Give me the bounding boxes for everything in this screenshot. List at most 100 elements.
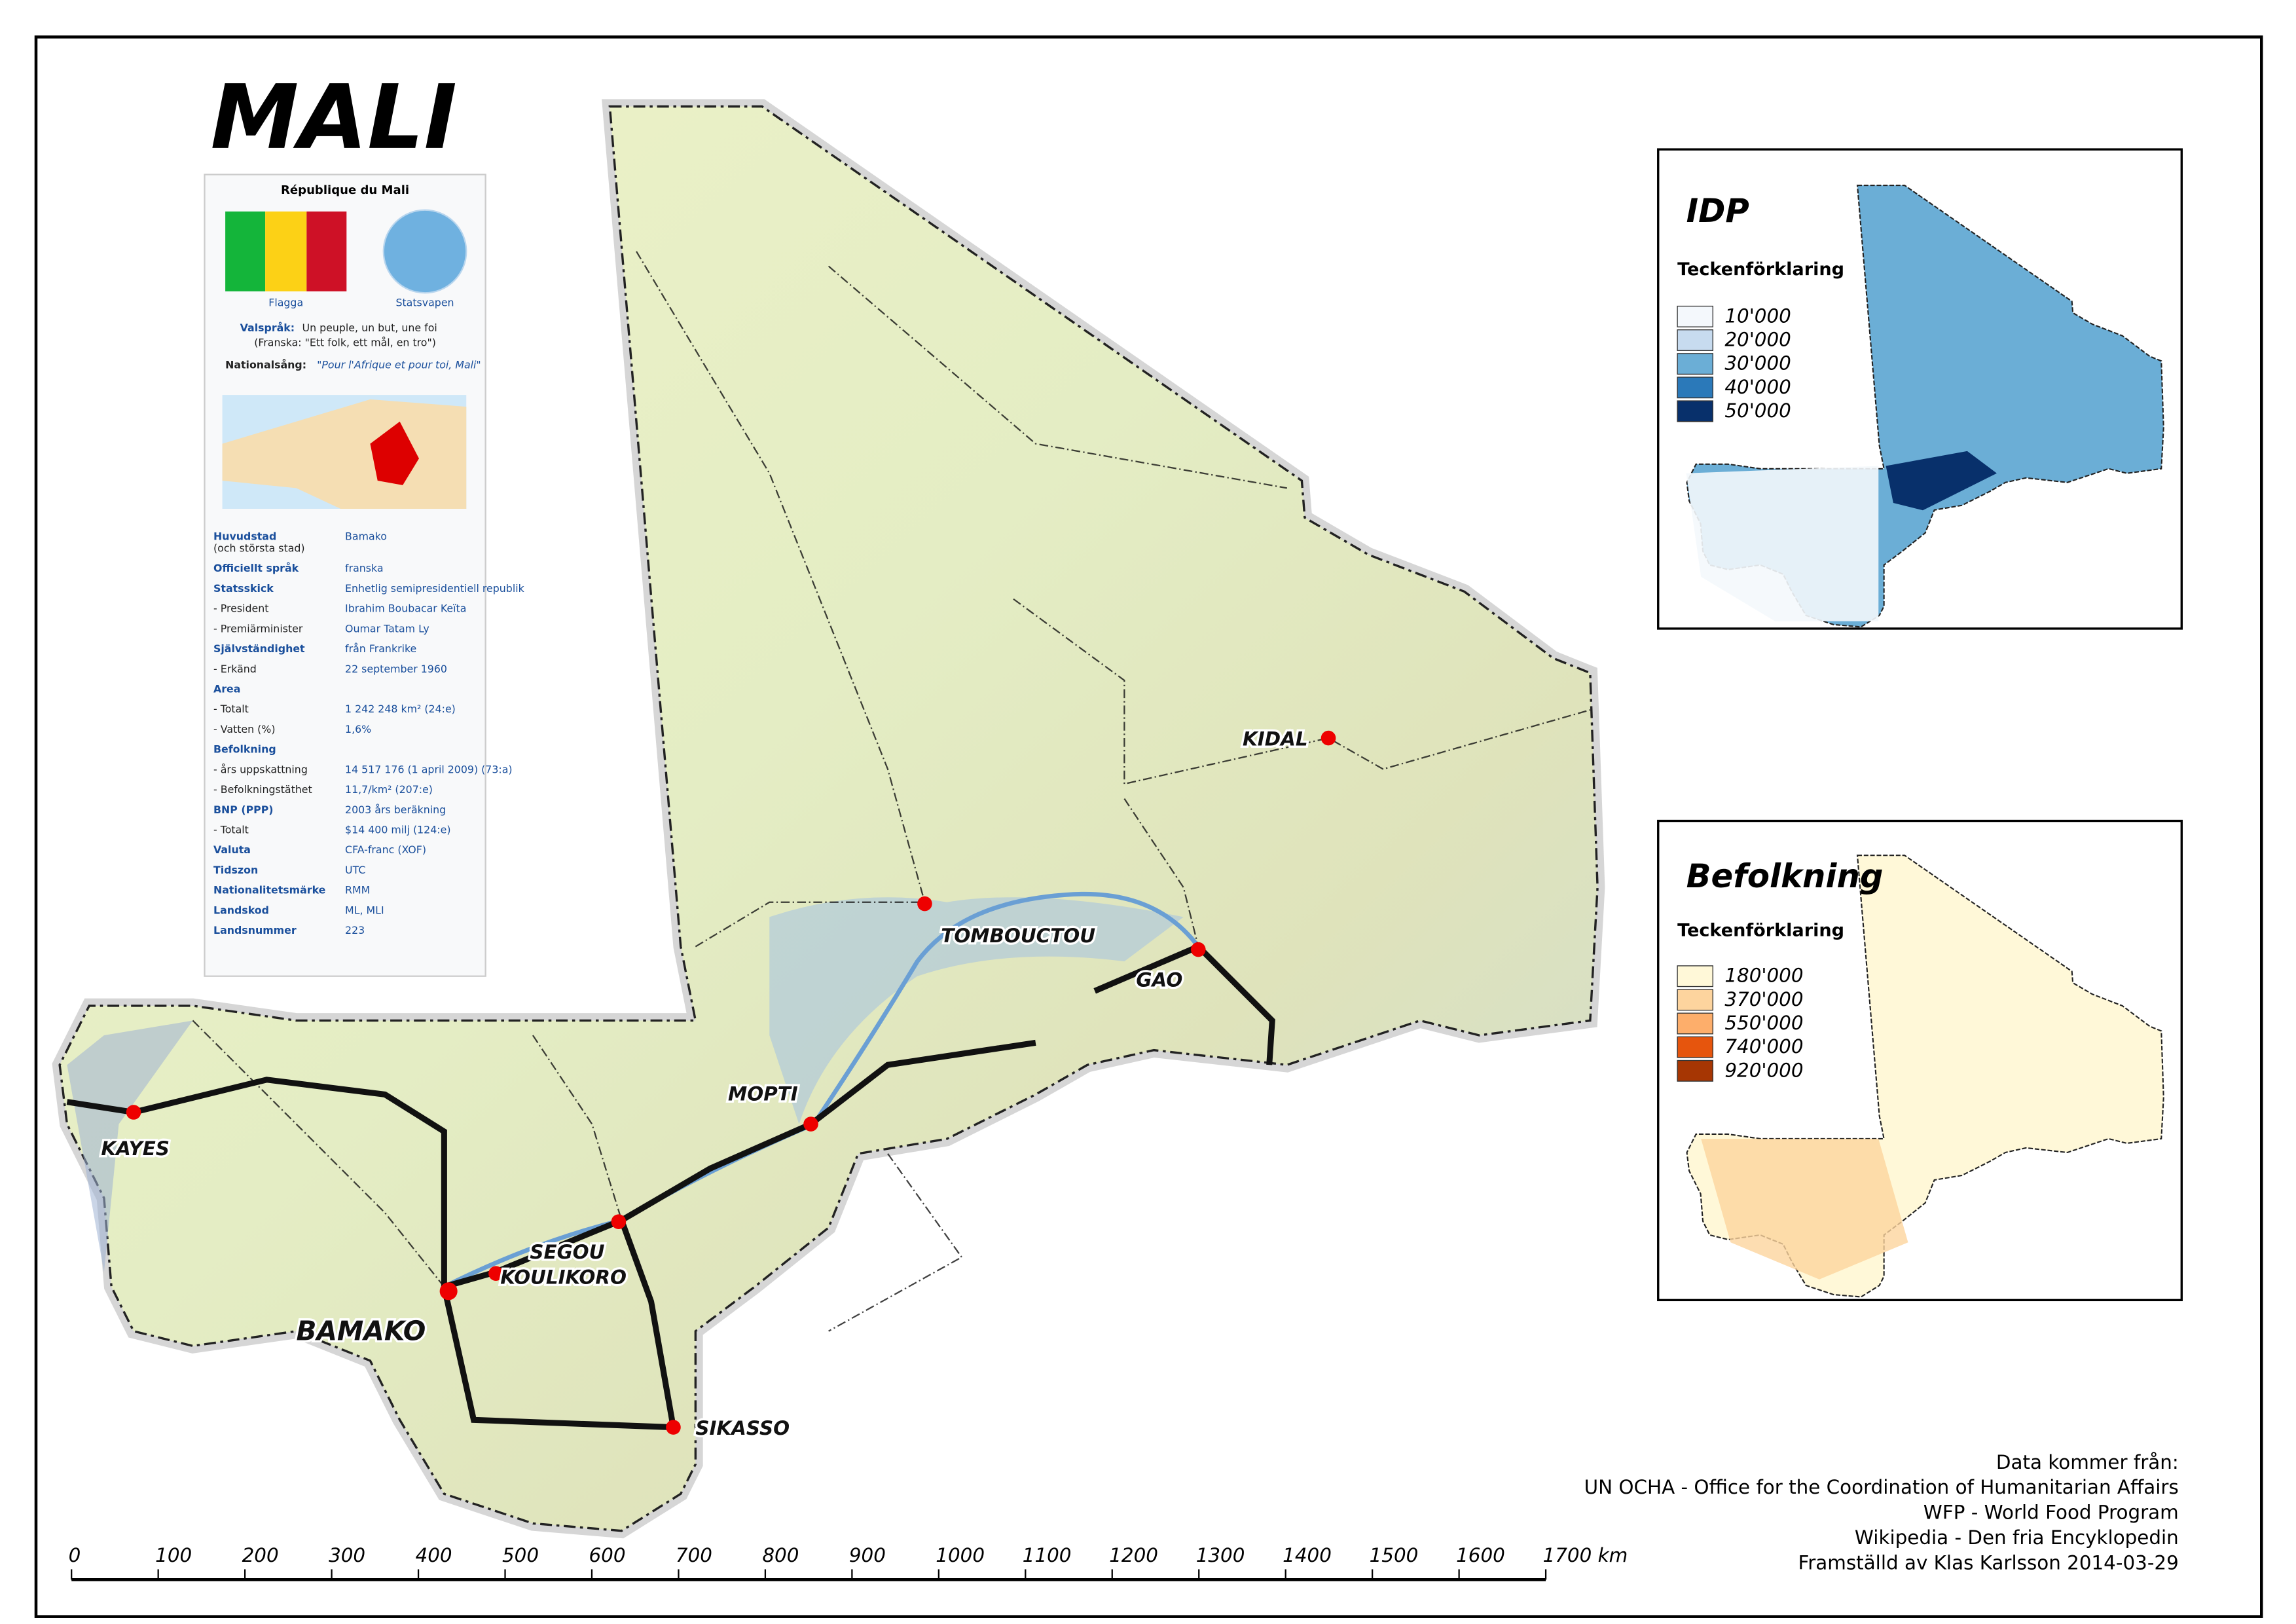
- infobox-value: 14 517 176 (1 april 2009) (73:a): [345, 763, 513, 775]
- scale-label: 700: [676, 1544, 712, 1566]
- infobox: République du Mali Flagga Statsvapen Val…: [204, 174, 525, 977]
- main-map: [60, 107, 1597, 1531]
- population-inset: Befolkning Teckenförklaring 180'000370'0…: [1657, 819, 2183, 1302]
- infobox-label: - års uppskattning: [213, 763, 308, 775]
- infobox-value: 1 242 248 km² (24:e): [345, 703, 456, 715]
- infobox-label: - Befolkningstäthet: [213, 783, 312, 796]
- scale-label: 900: [849, 1544, 886, 1566]
- legend-label: 50'000: [1724, 399, 1791, 422]
- legend-swatch: [1677, 965, 1713, 987]
- anthem-label: Nationalsång:: [225, 358, 306, 371]
- scale-label: 0: [69, 1544, 81, 1566]
- map-title: MALI: [211, 65, 457, 169]
- motto-label: Valspråk:: [240, 322, 295, 334]
- scale-label: 1600: [1456, 1544, 1505, 1566]
- infobox-label: Officiellt språk: [213, 562, 299, 574]
- legend-label: 40'000: [1724, 376, 1791, 398]
- infobox-label: - Premiärminister: [213, 622, 303, 635]
- infobox-value: 2003 års beräkning: [345, 803, 446, 816]
- infobox-value: 22 september 1960: [345, 663, 447, 675]
- sources: Data kommer från: UN OCHA - Office for th…: [1584, 1451, 2179, 1574]
- infobox-value: franska: [345, 562, 384, 574]
- flag-caption: Flagga: [268, 297, 303, 309]
- infobox-value: UTC: [345, 864, 365, 876]
- legend-swatch: [1677, 1012, 1713, 1035]
- infobox-value: CFA-franc (XOF): [345, 843, 426, 856]
- legend-label: 740'000: [1724, 1035, 1803, 1058]
- scale-label: 1400: [1283, 1544, 1332, 1566]
- infobox-value: Oumar Tatam Ly: [345, 622, 429, 635]
- scale-label: 600: [589, 1544, 625, 1566]
- legend-swatch: [1677, 989, 1713, 1011]
- scale-bar: 0 100 200 300 400 500 600 700 800 900 1000 1100 1200…: [69, 1544, 1628, 1581]
- legend-subtitle: Teckenförklaring: [1677, 259, 1844, 280]
- city-label: MOPTI: [728, 1082, 798, 1105]
- coat-caption: Statsvapen: [395, 297, 454, 309]
- infobox-value: 223: [345, 924, 365, 936]
- infobox-label: Befolkning: [213, 743, 276, 756]
- infobox-value: RMM: [345, 884, 370, 896]
- motto-translation: (Franska: "Ett folk, ett mål, en tro"): [254, 337, 436, 349]
- city-label: BAMAKO: [297, 1315, 426, 1346]
- scale-label: 800: [762, 1544, 799, 1566]
- infobox-value: 1,6%: [345, 723, 371, 735]
- city-marker: [666, 1420, 681, 1435]
- infobox-label: - Totalt: [213, 703, 249, 715]
- idp-inset: IDP Teckenförklaring 10'00020'00030'0004…: [1657, 148, 2183, 630]
- city-label: SEGOU: [530, 1241, 604, 1263]
- infobox-label: Landskod: [213, 904, 269, 916]
- scale-label: 1200: [1109, 1544, 1158, 1566]
- infobox-label: Statsskick: [213, 582, 274, 595]
- scale-label: 400: [416, 1544, 452, 1566]
- infobox-value: Bamako: [345, 530, 387, 542]
- legend-label: 920'000: [1724, 1059, 1803, 1081]
- infobox-label: BNP (PPP): [213, 803, 274, 816]
- legend-label: 10'000: [1724, 304, 1791, 327]
- infobox-value: ML, MLI: [345, 904, 384, 916]
- infobox-label: (och största stad): [213, 542, 305, 554]
- infobox-label: Landsnummer: [213, 924, 297, 936]
- legend-label: 550'000: [1724, 1012, 1803, 1034]
- source-line: Data kommer från:: [1996, 1451, 2179, 1473]
- legend-swatch: [1677, 1060, 1713, 1082]
- source-line: UN OCHA - Office for the Coordination of…: [1584, 1476, 2179, 1498]
- source-line: Framställd av Klas Karlsson 2014-03-29: [1798, 1551, 2178, 1574]
- scale-label: 100: [155, 1544, 192, 1566]
- city-marker: [803, 1116, 818, 1132]
- city-label: GAO: [1136, 969, 1182, 991]
- legend-subtitle: Teckenförklaring: [1677, 921, 1844, 941]
- scale-label: 300: [329, 1544, 365, 1566]
- legend-swatch: [1677, 305, 1713, 327]
- city-label: SIKASSO: [695, 1417, 790, 1439]
- infobox-label: Valuta: [213, 843, 251, 856]
- city-label: KOULIKORO: [500, 1266, 627, 1289]
- legend-label: 370'000: [1724, 988, 1803, 1010]
- infobox-label: - Totalt: [213, 824, 249, 836]
- infobox-label: Area: [213, 683, 240, 695]
- infobox-label: - President: [213, 602, 268, 615]
- infobox-label: Nationalitetsmärke: [213, 884, 325, 896]
- infobox-label: Tidszon: [213, 864, 258, 876]
- legend-swatch: [1677, 1036, 1713, 1058]
- legend-label: 30'000: [1724, 352, 1791, 375]
- legend-title: IDP: [1686, 192, 1749, 230]
- scale-label: 500: [502, 1544, 539, 1566]
- city-marker: [488, 1266, 503, 1281]
- infobox-value: från Frankrike: [345, 642, 416, 655]
- scale-label: 1100: [1023, 1544, 1072, 1566]
- legend-swatch: [1677, 400, 1713, 422]
- legend-label: 20'000: [1724, 329, 1791, 351]
- legend-swatch: [1677, 329, 1713, 351]
- legend-swatch: [1677, 353, 1713, 375]
- city-marker: [917, 896, 932, 912]
- infobox-label: Huvudstad: [213, 530, 276, 542]
- city-marker: [1321, 730, 1336, 746]
- city-label: KAYES: [101, 1137, 170, 1160]
- city-marker: [1191, 942, 1206, 957]
- city-marker: [439, 1282, 458, 1301]
- infobox-label: - Erkänd: [213, 663, 257, 675]
- scale-label: 1300: [1196, 1544, 1245, 1566]
- cities: KIDAL TOMBOUCTOU GAO MOPTI KAYES SEGOU K…: [99, 726, 1336, 1441]
- legend-title: Befolkning: [1686, 857, 1884, 895]
